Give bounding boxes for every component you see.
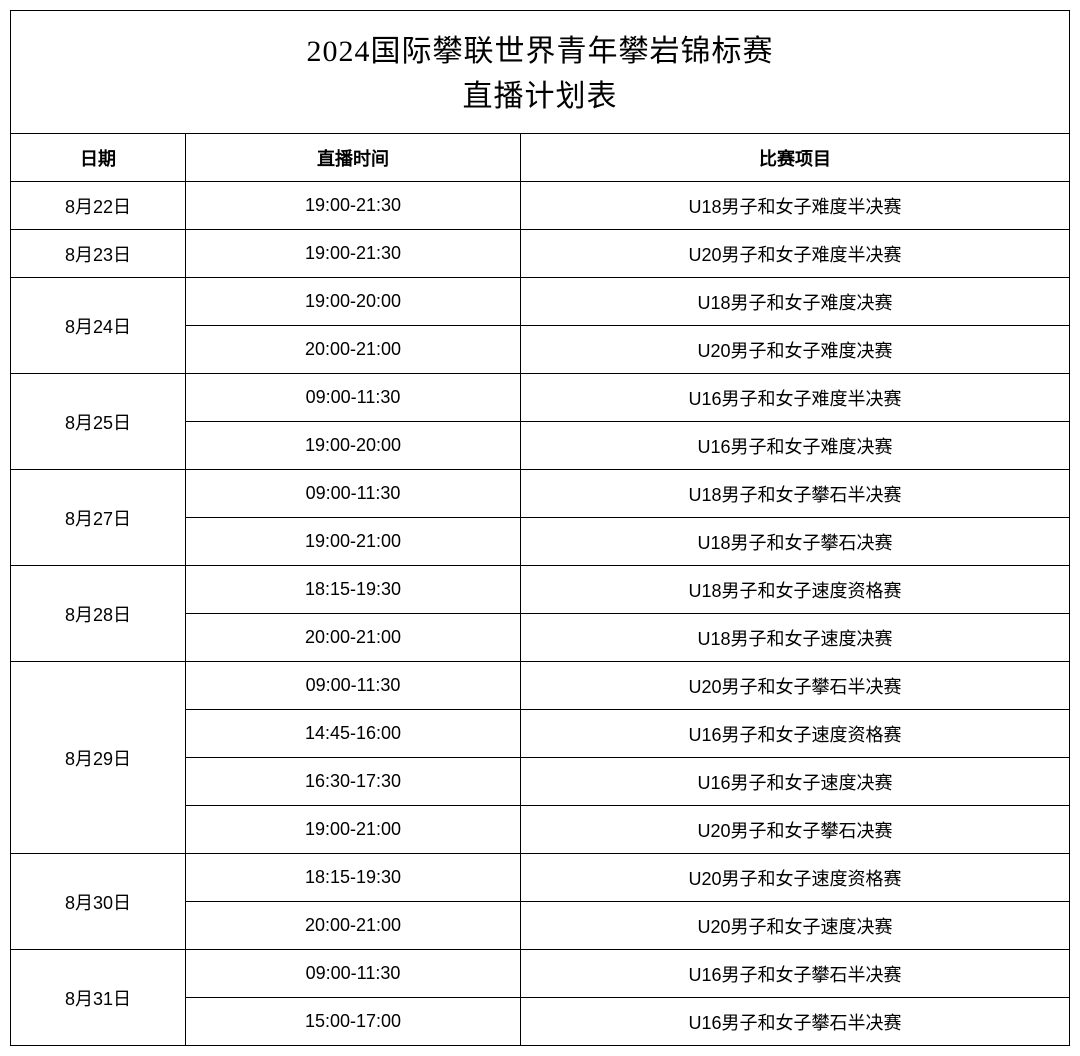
cell-time: 09:00-11:30: [186, 950, 521, 998]
cell-time: 18:15-19:30: [186, 854, 521, 902]
cell-time: 14:45-16:00: [186, 710, 521, 758]
cell-event: U16男子和女子攀石半决赛: [521, 950, 1070, 998]
cell-event: U18男子和女子速度资格赛: [521, 566, 1070, 614]
cell-date: 8月30日: [11, 854, 186, 950]
cell-time: 19:00-21:00: [186, 518, 521, 566]
table-row: 8月29日09:00-11:30U20男子和女子攀石半决赛: [11, 662, 1070, 710]
cell-date: 8月28日: [11, 566, 186, 662]
cell-time: 09:00-11:30: [186, 662, 521, 710]
schedule-body: 8月22日19:00-21:30U18男子和女子难度半决赛8月23日19:00-…: [11, 182, 1070, 1046]
cell-time: 20:00-21:00: [186, 902, 521, 950]
cell-time: 09:00-11:30: [186, 374, 521, 422]
table-row: 8月24日19:00-20:00U18男子和女子难度决赛: [11, 278, 1070, 326]
cell-event: U20男子和女子攀石半决赛: [521, 662, 1070, 710]
cell-event: U16男子和女子攀石半决赛: [521, 998, 1070, 1046]
header-time: 直播时间: [186, 134, 521, 182]
cell-time: 19:00-20:00: [186, 278, 521, 326]
schedule-table: 日期 直播时间 比赛项目 8月22日19:00-21:30U18男子和女子难度半…: [10, 133, 1070, 1046]
cell-event: U18男子和女子难度决赛: [521, 278, 1070, 326]
cell-time: 09:00-11:30: [186, 470, 521, 518]
cell-event: U20男子和女子攀石决赛: [521, 806, 1070, 854]
table-row: 8月27日09:00-11:30U18男子和女子攀石半决赛: [11, 470, 1070, 518]
cell-event: U18男子和女子攀石决赛: [521, 518, 1070, 566]
title-line-2: 直播计划表: [11, 74, 1069, 119]
header-date: 日期: [11, 134, 186, 182]
table-row: 8月23日19:00-21:30U20男子和女子难度半决赛: [11, 230, 1070, 278]
table-header-row: 日期 直播时间 比赛项目: [11, 134, 1070, 182]
cell-event: U18男子和女子速度决赛: [521, 614, 1070, 662]
cell-time: 19:00-21:30: [186, 182, 521, 230]
cell-event: U18男子和女子攀石半决赛: [521, 470, 1070, 518]
cell-time: 20:00-21:00: [186, 326, 521, 374]
cell-date: 8月24日: [11, 278, 186, 374]
cell-event: U16男子和女子难度半决赛: [521, 374, 1070, 422]
cell-time: 16:30-17:30: [186, 758, 521, 806]
title-line-1: 2024国际攀联世界青年攀岩锦标赛: [11, 29, 1069, 74]
document-container: 2024国际攀联世界青年攀岩锦标赛 直播计划表 日期 直播时间 比赛项目 8月2…: [10, 10, 1070, 1046]
header-event: 比赛项目: [521, 134, 1070, 182]
table-row: 8月31日09:00-11:30U16男子和女子攀石半决赛: [11, 950, 1070, 998]
cell-time: 20:00-21:00: [186, 614, 521, 662]
table-row: 8月30日18:15-19:30U20男子和女子速度资格赛: [11, 854, 1070, 902]
cell-time: 19:00-20:00: [186, 422, 521, 470]
title-box: 2024国际攀联世界青年攀岩锦标赛 直播计划表: [10, 10, 1070, 133]
table-row: 8月22日19:00-21:30U18男子和女子难度半决赛: [11, 182, 1070, 230]
cell-event: U20男子和女子难度决赛: [521, 326, 1070, 374]
cell-event: U20男子和女子速度资格赛: [521, 854, 1070, 902]
cell-event: U20男子和女子速度决赛: [521, 902, 1070, 950]
cell-event: U16男子和女子难度决赛: [521, 422, 1070, 470]
cell-date: 8月25日: [11, 374, 186, 470]
cell-event: U16男子和女子速度决赛: [521, 758, 1070, 806]
cell-date: 8月23日: [11, 230, 186, 278]
cell-time: 19:00-21:00: [186, 806, 521, 854]
cell-time: 18:15-19:30: [186, 566, 521, 614]
table-row: 8月28日18:15-19:30U18男子和女子速度资格赛: [11, 566, 1070, 614]
cell-event: U20男子和女子难度半决赛: [521, 230, 1070, 278]
cell-event: U16男子和女子速度资格赛: [521, 710, 1070, 758]
cell-time: 19:00-21:30: [186, 230, 521, 278]
cell-time: 15:00-17:00: [186, 998, 521, 1046]
cell-date: 8月27日: [11, 470, 186, 566]
cell-date: 8月31日: [11, 950, 186, 1046]
cell-date: 8月22日: [11, 182, 186, 230]
cell-event: U18男子和女子难度半决赛: [521, 182, 1070, 230]
cell-date: 8月29日: [11, 662, 186, 854]
table-row: 8月25日09:00-11:30U16男子和女子难度半决赛: [11, 374, 1070, 422]
